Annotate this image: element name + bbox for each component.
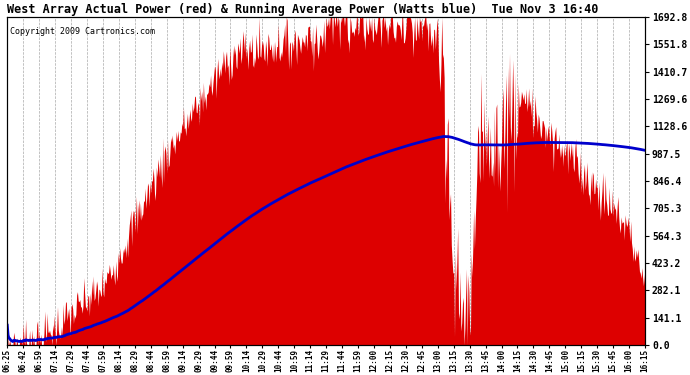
Text: West Array Actual Power (red) & Running Average Power (Watts blue)  Tue Nov 3 16: West Array Actual Power (red) & Running … (8, 3, 599, 16)
Text: Copyright 2009 Cartronics.com: Copyright 2009 Cartronics.com (10, 27, 155, 36)
